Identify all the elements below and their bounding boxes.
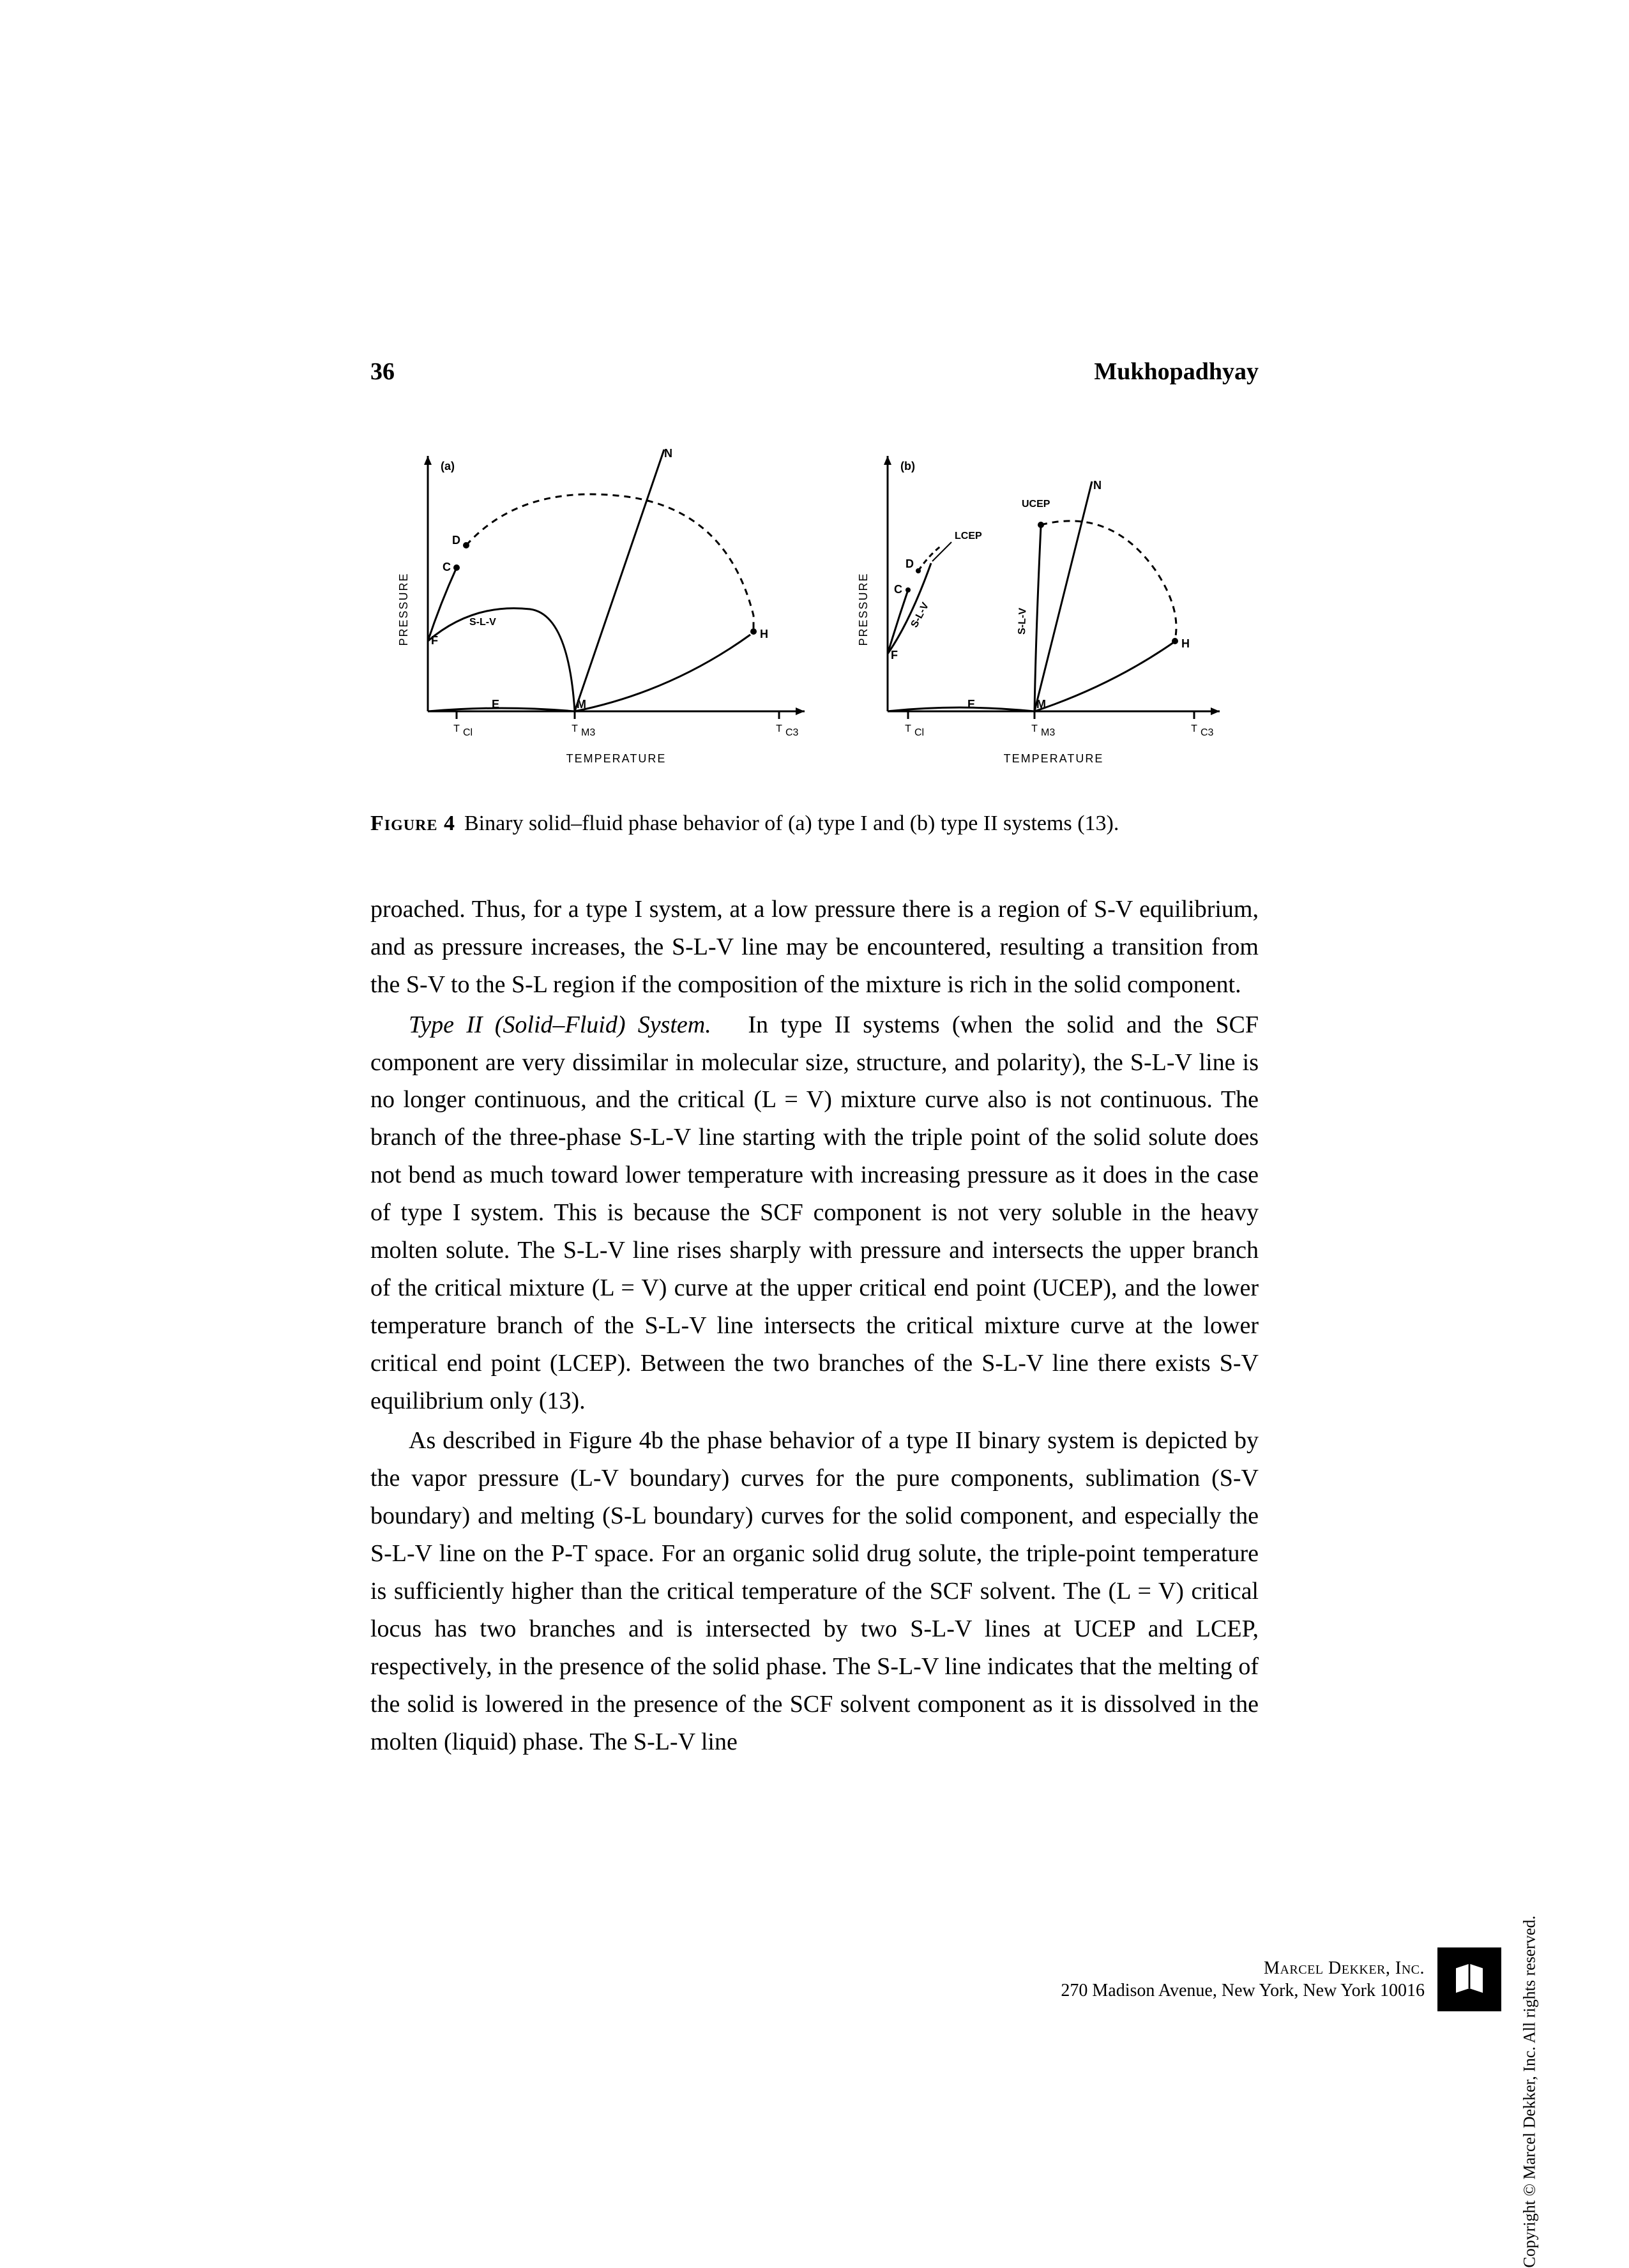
footer-text: Marcel Dekker, Inc. 270 Madison Avenue, … [1061,1957,1425,2002]
svg-text:T: T [1191,723,1197,734]
label-F-b: F [891,649,898,662]
svg-text:T: T [1031,723,1038,734]
page-number: 36 [370,358,395,386]
svg-text:M3: M3 [581,727,595,738]
label-SLV-b2: S-L-V [1017,607,1028,635]
label-E-a: E [492,698,499,711]
label-H-b: H [1181,637,1190,650]
svg-text:C3: C3 [1201,727,1214,738]
svg-text:Cl: Cl [463,727,473,738]
panel-a-marker: (a) [441,460,455,472]
panel-a-ylabel: PRESSURE [397,572,410,646]
para-2-lead: Type II (Solid–Fluid) System. [409,1011,711,1038]
label-H-a: H [760,628,768,640]
panel-a-xlabel: TEMPERATURE [566,752,667,765]
panel-b-xlabel: TEMPERATURE [1004,752,1104,765]
running-header: 36 Mukhopadhyay [370,358,1259,386]
label-D-a: D [452,534,460,547]
para-1: proached. Thus, for a type I system, at … [370,891,1259,1004]
footer: Marcel Dekker, Inc. 270 Madison Avenue, … [1061,1947,1501,2011]
label-SLV-a: S-L-V [469,617,496,628]
footer-brand: Marcel Dekker, Inc. [1061,1957,1425,1979]
label-D-b: D [905,557,914,570]
figure-number: Figure 4 [370,812,455,835]
page: 36 Mukhopadhyay (a) PRESSURE TEMPERATURE [0,0,1629,2107]
figure-caption-text: Binary solid–fluid phase behavior of (a)… [464,812,1119,835]
figure-caption: Figure 4 Binary solid–fluid phase behavio… [370,807,1259,840]
label-UCEP: UCEP [1022,499,1050,510]
footer-address: 270 Madison Avenue, New York, New York 1… [1061,1979,1425,2002]
label-SLV-b1: S-L-V [909,601,932,630]
svg-text:Cl: Cl [914,727,924,738]
para-2-rest: In type II systems (when the solid and t… [370,1011,1259,1414]
running-head-author: Mukhopadhyay [1094,358,1259,386]
para-3: As described in Figure 4b the phase beha… [370,1422,1259,1760]
figure-svg: (a) PRESSURE TEMPERATURE C F D N [370,430,1258,788]
tick-Tc3-a: T [776,723,782,734]
svg-text:M3: M3 [1041,727,1055,738]
side-copyright: Copyright © Marcel Dekker, Inc. All righ… [1520,1916,1540,2268]
svg-text:T: T [905,723,911,734]
tick-Tc1-a: T [453,723,460,734]
label-C-a: C [443,561,451,573]
tick-Tm3-a: T [572,723,578,734]
label-N-a: N [664,447,672,460]
body-text: proached. Thus, for a type I system, at … [370,891,1259,1760]
label-N-b: N [1093,479,1102,492]
publisher-logo-icon [1437,1947,1501,2011]
para-2: Type II (Solid–Fluid) System. In type II… [370,1006,1259,1420]
label-E-b: E [967,698,975,711]
panel-b-marker: (b) [900,460,915,472]
svg-text:C3: C3 [785,727,799,738]
label-C-b: C [894,583,902,596]
figure-4: (a) PRESSURE TEMPERATURE C F D N [370,430,1259,840]
panel-b-ylabel: PRESSURE [857,572,870,646]
label-LCEP: LCEP [955,531,982,541]
